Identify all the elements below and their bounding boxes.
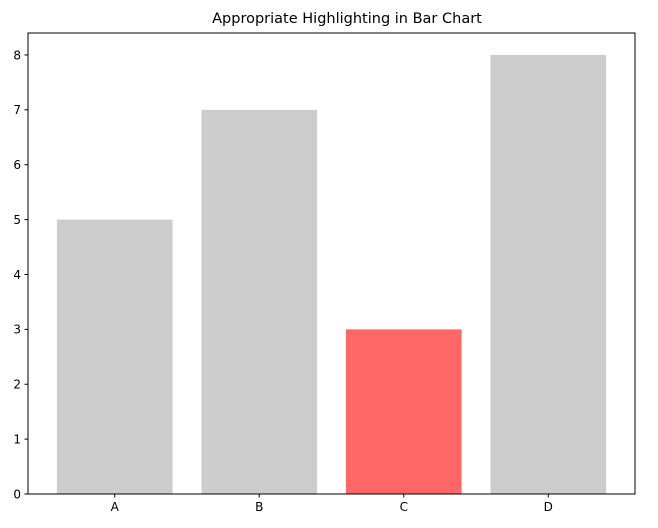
bar-c xyxy=(345,329,462,494)
x-tick-label: D xyxy=(544,500,553,514)
x-axis: A B C D xyxy=(111,494,553,514)
y-tick-label: 6 xyxy=(13,158,21,172)
y-tick-label: 7 xyxy=(13,103,21,117)
x-tick-label: B xyxy=(255,500,263,514)
y-tick-label: 4 xyxy=(13,268,21,282)
chart-title: Appropriate Highlighting in Bar Chart xyxy=(212,11,482,27)
y-tick-label: 1 xyxy=(13,432,21,446)
y-axis: 0 1 2 3 4 5 6 7 8 xyxy=(13,48,28,501)
y-tick-label: 5 xyxy=(13,213,21,227)
x-tick-label: C xyxy=(400,500,408,514)
y-tick-label: 0 xyxy=(13,487,21,501)
y-tick-label: 8 xyxy=(13,48,21,62)
x-tick-label: A xyxy=(111,500,120,514)
y-tick-label: 3 xyxy=(13,323,21,337)
y-tick-label: 2 xyxy=(13,378,21,392)
bars-group xyxy=(56,54,607,494)
bar-d xyxy=(490,54,607,494)
plot-frame xyxy=(27,32,636,495)
bar-b xyxy=(201,109,318,494)
bar-a xyxy=(56,219,173,494)
